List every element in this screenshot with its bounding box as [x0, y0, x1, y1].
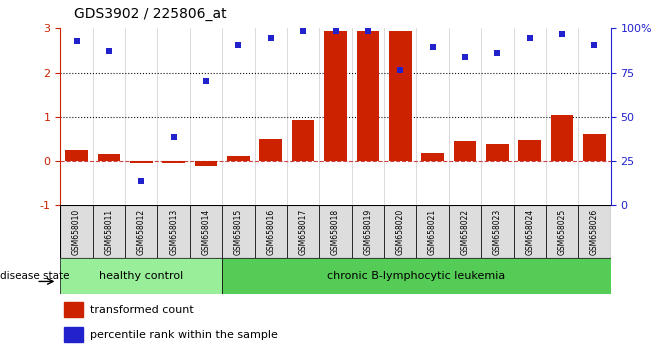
Text: GDS3902 / 225806_at: GDS3902 / 225806_at [74, 7, 226, 21]
Bar [546, 205, 578, 258]
Bar [583, 133, 606, 161]
Point [492, 50, 503, 56]
Bar [130, 161, 152, 163]
Bar [162, 161, 185, 163]
Text: percentile rank within the sample: percentile rank within the sample [90, 330, 278, 339]
Bar [486, 144, 509, 161]
Point [298, 28, 309, 33]
Bar [227, 156, 250, 161]
Text: GSM658012: GSM658012 [137, 209, 146, 255]
Bar [513, 205, 546, 258]
Bar [195, 161, 217, 166]
Point [589, 42, 600, 48]
Bar [356, 30, 379, 161]
Bar [449, 205, 481, 258]
Text: disease state: disease state [0, 271, 70, 281]
Text: chronic B-lymphocytic leukemia: chronic B-lymphocytic leukemia [327, 271, 505, 281]
Text: transformed count: transformed count [90, 305, 194, 315]
Bar [324, 30, 347, 161]
Point [524, 35, 535, 41]
Bar [417, 205, 449, 258]
Point [557, 31, 568, 36]
Bar [292, 120, 315, 161]
Point [233, 42, 244, 48]
Point [71, 38, 82, 44]
Bar [97, 154, 120, 161]
Text: GSM658018: GSM658018 [331, 209, 340, 255]
Bar [158, 205, 190, 258]
Bar [287, 205, 319, 258]
Bar [60, 205, 93, 258]
Point [395, 68, 405, 73]
Bar [93, 205, 125, 258]
Bar [64, 302, 83, 317]
Text: GSM658021: GSM658021 [428, 209, 437, 255]
Point [330, 28, 341, 33]
Bar [254, 205, 287, 258]
Text: GSM658014: GSM658014 [201, 209, 211, 255]
Bar [222, 258, 611, 294]
Point [362, 28, 373, 33]
Bar [551, 115, 574, 161]
Text: GSM658026: GSM658026 [590, 209, 599, 255]
Bar [578, 205, 611, 258]
Bar [454, 141, 476, 161]
Text: GSM658023: GSM658023 [493, 209, 502, 255]
Text: GSM658013: GSM658013 [169, 209, 178, 255]
Text: GSM658015: GSM658015 [234, 209, 243, 255]
Bar [352, 205, 384, 258]
Point [427, 44, 438, 50]
Text: GSM658020: GSM658020 [396, 209, 405, 255]
Text: GSM658011: GSM658011 [105, 209, 113, 255]
Bar [389, 30, 411, 161]
Bar [421, 153, 444, 161]
Point [460, 54, 470, 60]
Point [136, 178, 147, 184]
Bar [260, 139, 282, 161]
Bar [64, 327, 83, 342]
Bar [519, 140, 541, 161]
Point [103, 48, 114, 54]
Bar [222, 205, 254, 258]
Bar [481, 205, 513, 258]
Point [266, 35, 276, 41]
Text: GSM658017: GSM658017 [299, 209, 307, 255]
Bar [65, 150, 88, 161]
Bar [319, 205, 352, 258]
Text: GSM658024: GSM658024 [525, 209, 534, 255]
Point [201, 78, 211, 84]
Bar [60, 258, 222, 294]
Text: GSM658019: GSM658019 [364, 209, 372, 255]
Bar [190, 205, 222, 258]
Text: healthy control: healthy control [99, 271, 183, 281]
Bar [125, 205, 158, 258]
Text: GSM658025: GSM658025 [558, 209, 566, 255]
Text: GSM658010: GSM658010 [72, 209, 81, 255]
Bar [384, 205, 417, 258]
Text: GSM658022: GSM658022 [460, 209, 470, 255]
Text: GSM658016: GSM658016 [266, 209, 275, 255]
Point [168, 134, 179, 139]
